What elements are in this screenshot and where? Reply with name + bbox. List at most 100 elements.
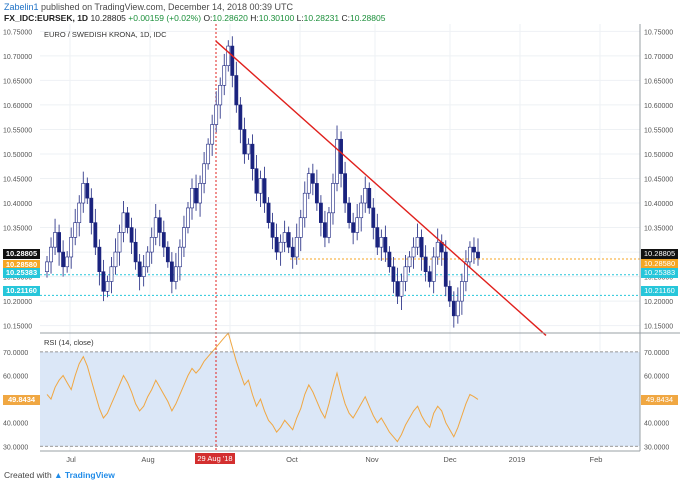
- rsi-band: [40, 351, 640, 447]
- candle-body: [186, 207, 190, 228]
- candle-body: [355, 217, 360, 233]
- candle-body: [165, 246, 170, 263]
- footer-brand[interactable]: TradingView: [64, 470, 115, 480]
- candle-body: [157, 217, 162, 233]
- candle-body: [105, 281, 110, 292]
- candle-body: [161, 232, 166, 248]
- candle-body: [121, 212, 126, 233]
- time-tick-label: Nov: [365, 455, 379, 464]
- time-tick-label: Oct: [286, 455, 299, 464]
- price-tick-label: 10.40000: [3, 201, 32, 208]
- price-tick-label: 10.45000: [3, 177, 32, 184]
- ohlc-legend: FX_IDC:EURSEK, 1D 10.28805 +0.00159 (+0.…: [4, 13, 385, 23]
- time-tick-label: Dec: [443, 455, 457, 464]
- candle-body: [89, 197, 94, 223]
- publish-info: Zabelin1 published on TradingView.com, D…: [4, 2, 293, 12]
- candle-body: [464, 261, 468, 282]
- candle-body: [81, 183, 86, 204]
- price-tick-label: 10.60000: [3, 103, 32, 110]
- last-value: 10.28805: [90, 13, 126, 23]
- candle-body: [226, 45, 231, 66]
- rsi-tick-label: 60.0000: [644, 373, 669, 380]
- candle-body: [246, 143, 251, 155]
- candle-body: [190, 188, 194, 209]
- candle-body: [351, 222, 356, 233]
- rsi-title: RSI (14, close): [44, 338, 94, 347]
- candle-body: [347, 202, 352, 223]
- candle-body: [472, 246, 476, 253]
- cyan-lower-tag: 10.21160: [641, 286, 678, 296]
- candle-body: [294, 237, 299, 258]
- candle-body: [327, 212, 331, 238]
- candle-body: [459, 281, 464, 302]
- rsi-tick-label: 70.0000: [3, 350, 28, 357]
- rsi-tick-label: 60.0000: [3, 373, 28, 380]
- rsi-tick-label: 30.0000: [3, 444, 28, 451]
- candle-body: [214, 104, 219, 125]
- candle-body: [266, 202, 271, 223]
- current-price-tag: 10.28805: [641, 249, 678, 259]
- candle-body: [306, 173, 311, 194]
- close-value: 10.28805: [350, 13, 386, 23]
- time-tick-label: Feb: [590, 455, 603, 464]
- support-lines: [40, 258, 640, 296]
- rsi-tick-label: 40.0000: [644, 421, 669, 428]
- candle-body: [302, 192, 307, 219]
- candle-body: [435, 241, 440, 258]
- candle-body: [194, 188, 198, 204]
- candles: [45, 36, 480, 328]
- candle-body: [367, 188, 372, 209]
- candle-body: [222, 65, 227, 86]
- candle-body: [65, 256, 70, 268]
- candle-body: [254, 168, 259, 194]
- open-value: 10.28620: [212, 13, 248, 23]
- candle-body: [387, 251, 392, 268]
- candle-body: [169, 261, 174, 282]
- published-text: published on TradingView.com, December 1…: [38, 2, 294, 12]
- candle-body: [323, 222, 327, 238]
- candle-body: [298, 217, 303, 238]
- tradingview-logo-icon: ▲: [54, 470, 63, 480]
- candle-body: [423, 256, 428, 272]
- candle-body: [69, 237, 74, 258]
- cyan-upper-tag: 10.25383: [641, 268, 678, 278]
- cyan-lower-tag-left: 10.21160: [3, 286, 40, 296]
- time-tick-label: Jul: [66, 455, 76, 464]
- candle-body: [383, 237, 388, 253]
- candle-body: [117, 232, 122, 253]
- price-tick-label: 10.50000: [644, 152, 673, 159]
- price-tick-label: 10.35000: [3, 226, 32, 233]
- candle-body: [468, 246, 472, 263]
- candle-body: [129, 227, 134, 243]
- candle-body: [391, 266, 396, 282]
- candle-body: [73, 222, 78, 238]
- price-tick-label: 10.20000: [3, 299, 32, 306]
- time-tick-label: Aug: [141, 455, 154, 464]
- open-label: O:: [203, 13, 213, 23]
- price-axis-ticks: 10.75000 10.75000 10.70000 10.70000 10.65000…: [3, 29, 673, 330]
- candle-body: [258, 178, 263, 194]
- author-link[interactable]: Zabelin1: [4, 2, 39, 12]
- price-tick-label: 10.55000: [3, 127, 32, 134]
- candle-body: [310, 173, 315, 184]
- candle-body: [178, 246, 182, 268]
- candle-body: [173, 266, 178, 282]
- low-value: 10.28231: [303, 13, 340, 23]
- candle-body: [125, 212, 130, 228]
- price-tick-label: 10.20000: [644, 299, 673, 306]
- candle-body: [145, 251, 150, 268]
- candle-body: [314, 183, 319, 204]
- price-tick-label: 10.75000: [644, 29, 673, 36]
- highlight-date-tag: 29 Aug '18: [195, 453, 235, 464]
- candle-body: [443, 251, 448, 287]
- candle-body: [250, 143, 255, 169]
- candle-body: [137, 261, 142, 277]
- candle-body: [407, 256, 412, 268]
- price-tick-label: 10.25000: [644, 275, 673, 282]
- candle-body: [97, 246, 102, 272]
- candle-body: [206, 143, 211, 165]
- symbol-label[interactable]: FX_IDC:EURSEK, 1D: [4, 13, 89, 23]
- candle-body: [399, 281, 404, 297]
- candle-body: [101, 271, 106, 292]
